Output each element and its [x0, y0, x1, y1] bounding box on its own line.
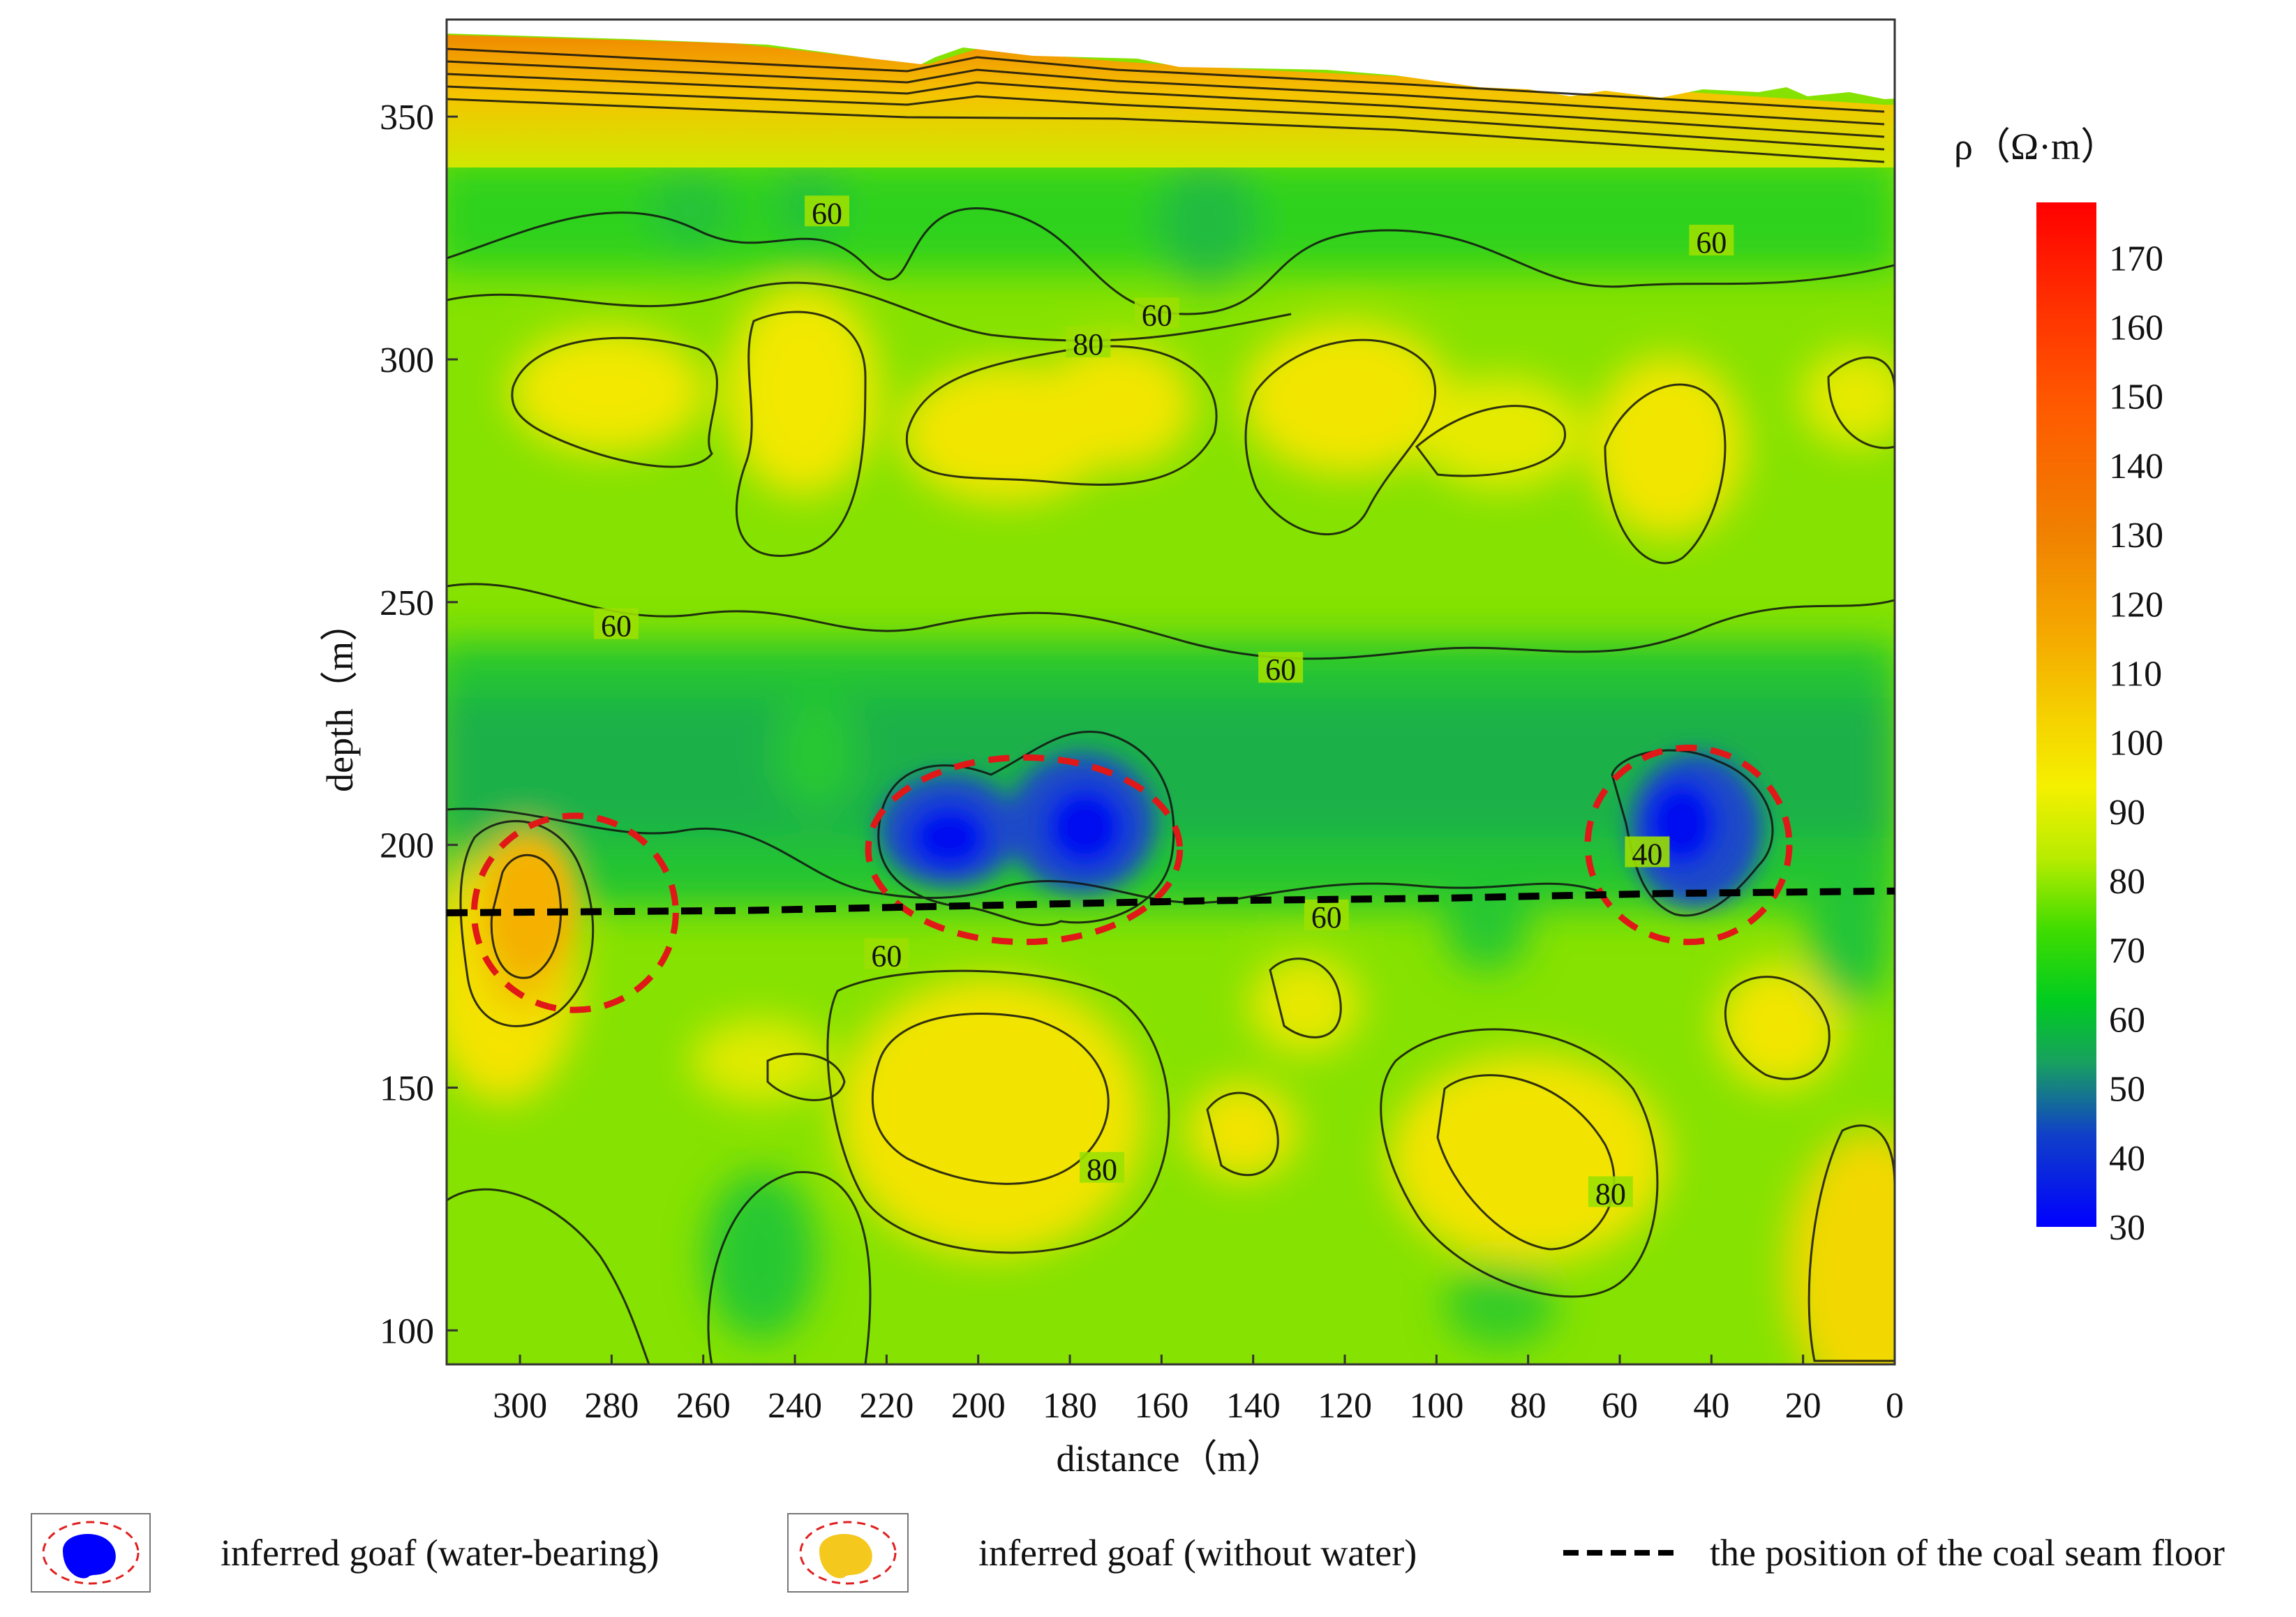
- y-axis: 350 300 250 200 150 100: [380, 98, 458, 1351]
- contour-label-bg: [864, 938, 909, 969]
- x-axis-title: distance（m）: [1057, 1438, 1285, 1480]
- colorbar-tick-label: 170: [2109, 239, 2163, 278]
- x-tick-label: 300: [493, 1386, 547, 1426]
- y-tick-label: 100: [380, 1311, 434, 1351]
- y-tick-label: 250: [380, 583, 434, 623]
- colorbar-tick-label: 70: [2109, 931, 2145, 971]
- legend-water-bearing: inferred goaf (water-bearing): [31, 1511, 659, 1595]
- plot-frame: [445, 18, 1896, 1366]
- contour-label: 60: [1696, 225, 1727, 260]
- colorbar-tick-label: 100: [2109, 724, 2163, 763]
- colorbar-tick-label: 130: [2109, 516, 2163, 556]
- legend-dry-label: inferred goaf (without water): [978, 1532, 1417, 1574]
- contour-label-bg: [1625, 836, 1670, 867]
- x-tick-label: 60: [1602, 1386, 1638, 1426]
- colorbar: ρ（Ω·m） 170 160 150 140 130 120 110 100 90 80 70 60 5…: [1954, 126, 2163, 1248]
- coal-seam-floor-layer: [446, 887, 1895, 917]
- x-tick-label: 0: [1886, 1386, 1904, 1426]
- y-tick-label: 150: [380, 1068, 434, 1108]
- contour-label-bg: [1258, 652, 1304, 683]
- colorbar-tick-label: 30: [2109, 1208, 2145, 1248]
- contour-label: 60: [1142, 298, 1172, 332]
- x-tick-label: 240: [768, 1386, 822, 1426]
- x-tick-label: 220: [859, 1386, 914, 1426]
- x-tick-label: 180: [1043, 1386, 1097, 1426]
- colorbar-tick-label: 160: [2109, 308, 2163, 348]
- contour-labels: 60 60 60 80 60 60 40 60 60 80 80: [593, 195, 1734, 1212]
- colorbar-tick-label: 50: [2109, 1070, 2145, 1110]
- x-tick-label: 200: [951, 1386, 1006, 1426]
- x-tick-label: 20: [1785, 1386, 1821, 1426]
- x-tick-label: 260: [676, 1386, 731, 1426]
- contour-label: 60: [1265, 653, 1296, 687]
- x-tick-label: 280: [584, 1386, 639, 1426]
- resistivity-field: [447, 20, 1895, 1364]
- legend-without-water: inferred goaf (without water): [787, 1511, 1417, 1595]
- contour-label-bg: [1689, 225, 1734, 256]
- colorbar-tick-label: 80: [2109, 862, 2145, 902]
- contour-label: 60: [812, 196, 842, 230]
- colorbar-tick-label: 110: [2109, 654, 2162, 694]
- contour-label-bg: [1080, 1152, 1125, 1183]
- colorbar-tick-label: 150: [2109, 378, 2163, 417]
- contour-label: 80: [1073, 327, 1103, 362]
- contour-label: 40: [1632, 837, 1662, 872]
- x-tick-label: 80: [1510, 1386, 1546, 1426]
- x-tick-label: 100: [1409, 1386, 1463, 1426]
- goaf-outline-water: [865, 754, 1184, 946]
- contour-label-bg: [1304, 899, 1349, 930]
- x-axis: 300 280 260 240 220 200 180 160 140 120 100 80 60 40 2…: [493, 1355, 1904, 1426]
- contour-label-bg: [593, 608, 639, 639]
- legend-floor-label: the position of the coal seam floor: [1710, 1532, 2225, 1574]
- goaf-outline-water: [1584, 745, 1793, 946]
- y-tick-label: 350: [380, 98, 434, 137]
- contour-label: 60: [1311, 900, 1342, 934]
- water-goaf-swatch: [31, 1513, 151, 1593]
- colorbar-tick-label: 120: [2109, 585, 2163, 625]
- y-tick-label: 200: [380, 826, 434, 866]
- x-tick-label: 140: [1226, 1386, 1281, 1426]
- contour-label-bg: [1134, 297, 1179, 329]
- contour-label-bg: [1066, 327, 1111, 358]
- y-tick-label: 300: [380, 341, 434, 380]
- contour-label: 60: [601, 609, 632, 643]
- contour-label: 80: [1087, 1153, 1117, 1187]
- coal-seam-floor-line: [446, 887, 1895, 917]
- colorbar-tick-label: 40: [2109, 1139, 2145, 1179]
- colorbar-ticks: 170 160 150 140 130 120 110 100 90 80 70 60 50 40 30: [2109, 239, 2163, 1248]
- legend-water-label: inferred goaf (water-bearing): [221, 1532, 659, 1574]
- colorbar-tick-label: 60: [2109, 1000, 2145, 1040]
- goaf-outline-dry: [470, 812, 679, 1013]
- colorbar-tick-label: 140: [2109, 447, 2163, 486]
- colorbar-title: ρ（Ω·m）: [1954, 126, 2118, 167]
- contour-label: 80: [1595, 1177, 1626, 1212]
- y-axis-title: depth（m）: [319, 604, 361, 792]
- dry-goaf-swatch: [787, 1513, 909, 1593]
- colorbar-tick-label: 90: [2109, 793, 2145, 833]
- x-tick-label: 120: [1318, 1386, 1372, 1426]
- floor-line-swatch: [1563, 1550, 1675, 1556]
- contour-label-bg: [805, 195, 850, 227]
- x-tick-label: 40: [1693, 1386, 1729, 1426]
- contour-label: 60: [871, 939, 902, 974]
- colorbar-gradient: [2036, 202, 2096, 1227]
- goaf-outlines: [470, 745, 1793, 1013]
- legend-coal-seam-floor: the position of the coal seam floor: [1563, 1511, 2225, 1595]
- contour-label-bg: [1588, 1176, 1633, 1207]
- x-tick-label: 160: [1134, 1386, 1188, 1426]
